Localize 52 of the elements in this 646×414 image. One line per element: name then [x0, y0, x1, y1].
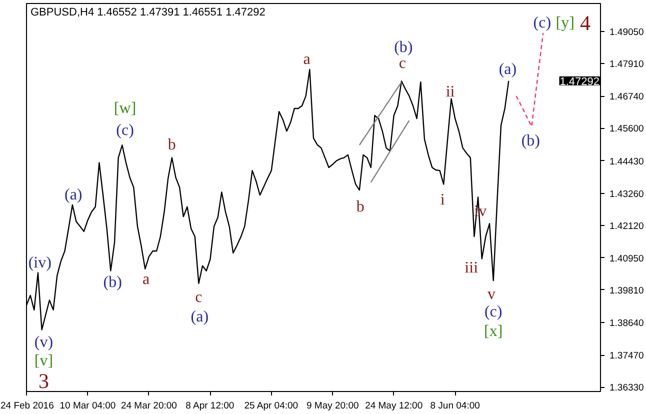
y-tick-label: 1.46740 [610, 92, 644, 103]
x-tick-label: 24 Feb 2016 [0, 400, 54, 412]
x-tick-label: 8 Jun 04:00 [430, 400, 480, 412]
annotation: a [142, 270, 150, 288]
y-tick-label: 1.39810 [610, 285, 644, 296]
annotation: b [168, 136, 176, 154]
annotation: c [398, 55, 406, 72]
annotation: i [440, 191, 446, 208]
y-tick-label: 1.44430 [610, 156, 644, 168]
annotation: 4 [580, 11, 591, 36]
y-tick-label: 1.37470 [610, 350, 644, 362]
annotation: (a) [190, 308, 209, 326]
y-tick-label: 1.38640 [610, 318, 644, 330]
y-tick-label: 1.45600 [610, 124, 644, 135]
annotation: (c) [533, 14, 552, 32]
annotation: v [487, 286, 496, 303]
annotation: (c) [484, 303, 502, 320]
annotation: [x] [484, 323, 503, 340]
annotation: (b) [521, 132, 540, 150]
annotation: ii [446, 84, 456, 101]
y-tick-label: 1.47910 [610, 59, 644, 70]
annotation: c [195, 288, 202, 306]
annotation: (b) [394, 39, 413, 56]
annotation: (iv) [28, 254, 52, 272]
x-tick-label: 24 Mar 20:00 [120, 400, 177, 412]
annotation: [y] [556, 14, 574, 32]
annotation: (a) [64, 186, 82, 204]
y-tick-label: 1.42120 [610, 220, 644, 232]
annotation: [w] [114, 100, 136, 118]
y-tick-label: 1.40950 [610, 253, 644, 264]
annotation: (v) [34, 334, 54, 351]
annotation: a [303, 51, 310, 68]
y-tick-label: 1.36330 [610, 382, 644, 394]
annotation: (c) [116, 122, 134, 139]
x-tick-label: 10 Mar 04:00 [60, 400, 116, 412]
annotation: b [356, 198, 364, 216]
annotation: [v] [34, 352, 54, 370]
annotation: 1.47292 [560, 76, 600, 88]
line-series [516, 32, 544, 128]
annotation: 3 [38, 368, 49, 393]
x-tick-label: 25 Apr 04:00 [244, 400, 298, 412]
annotation: (a) [498, 60, 517, 78]
x-tick-label: 9 May 20:00 [306, 400, 359, 412]
y-tick-label: 1.49050 [610, 27, 644, 38]
line-series [370, 120, 410, 183]
x-tick-label: 8 Apr 12:00 [186, 400, 234, 412]
line-series [358, 81, 402, 146]
x-tick-label: 24 May 12:00 [365, 400, 423, 412]
annotation: (b) [103, 274, 122, 292]
annotation: iii [464, 259, 479, 276]
y-tick-label: 1.43260 [610, 188, 644, 200]
chart-title: GBPUSD,H4 1.46552 1.47391 1.46551 1.47292 [30, 6, 266, 18]
